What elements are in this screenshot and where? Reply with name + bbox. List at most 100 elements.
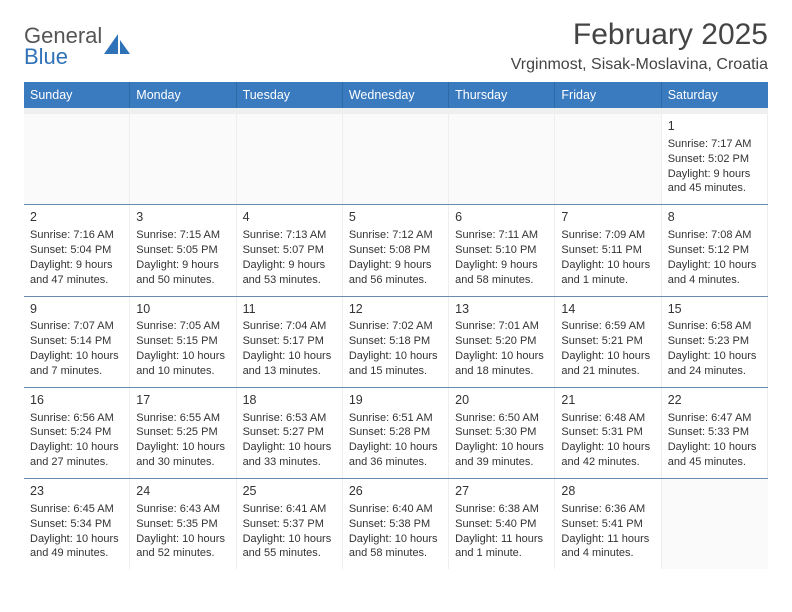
day-info-line: Daylight: 10 hours (561, 258, 654, 273)
day-info-line: and 50 minutes. (136, 273, 229, 288)
day-info-line: Sunset: 5:40 PM (455, 517, 548, 532)
day-info-line: and 1 minute. (561, 273, 654, 288)
day-info-line: and 36 minutes. (349, 455, 442, 470)
calendar-cell: 5Sunrise: 7:12 AMSunset: 5:08 PMDaylight… (343, 205, 449, 295)
day-info-line: Sunrise: 7:12 AM (349, 228, 442, 243)
day-info-line: and 45 minutes. (668, 181, 761, 196)
calendar-cell (662, 479, 768, 569)
day-info-line: Daylight: 10 hours (243, 349, 336, 364)
day-info-line: Daylight: 10 hours (349, 349, 442, 364)
calendar-cell: 28Sunrise: 6:36 AMSunset: 5:41 PMDayligh… (555, 479, 661, 569)
day-number: 11 (243, 301, 336, 318)
day-info-line: and 47 minutes. (30, 273, 123, 288)
day-info-line: Sunrise: 7:04 AM (243, 319, 336, 334)
day-number: 18 (243, 392, 336, 409)
day-info-line: Sunset: 5:17 PM (243, 334, 336, 349)
day-info-line: and 55 minutes. (243, 546, 336, 561)
day-info-line: and 45 minutes. (668, 455, 761, 470)
calendar-cell: 2Sunrise: 7:16 AMSunset: 5:04 PMDaylight… (24, 205, 130, 295)
day-info-line: Sunrise: 6:47 AM (668, 411, 761, 426)
day-info-line: and 4 minutes. (561, 546, 654, 561)
day-number: 21 (561, 392, 654, 409)
header: General Blue February 2025 Vrginmost, Si… (24, 18, 768, 74)
day-info-line: Daylight: 9 hours (243, 258, 336, 273)
day-number: 9 (30, 301, 123, 318)
calendar-cell: 25Sunrise: 6:41 AMSunset: 5:37 PMDayligh… (237, 479, 343, 569)
day-number: 14 (561, 301, 654, 318)
day-info-line: Daylight: 10 hours (455, 440, 548, 455)
day-info-line: Daylight: 10 hours (136, 440, 229, 455)
day-number: 16 (30, 392, 123, 409)
day-info-line: and 58 minutes. (349, 546, 442, 561)
day-info-line: Sunrise: 7:09 AM (561, 228, 654, 243)
day-number: 7 (561, 209, 654, 226)
calendar-cell: 24Sunrise: 6:43 AMSunset: 5:35 PMDayligh… (130, 479, 236, 569)
logo-sail-icon (104, 32, 130, 61)
dayheader-fri: Friday (555, 82, 661, 108)
calendar-cell: 10Sunrise: 7:05 AMSunset: 5:15 PMDayligh… (130, 297, 236, 387)
day-number: 27 (455, 483, 548, 500)
day-info-line: Daylight: 10 hours (30, 440, 123, 455)
day-info-line: Sunset: 5:35 PM (136, 517, 229, 532)
calendar-cell: 17Sunrise: 6:55 AMSunset: 5:25 PMDayligh… (130, 388, 236, 478)
day-number: 3 (136, 209, 229, 226)
day-number: 6 (455, 209, 548, 226)
day-info-line: Daylight: 10 hours (561, 349, 654, 364)
day-number: 8 (668, 209, 761, 226)
day-number: 23 (30, 483, 123, 500)
calendar-cell (24, 114, 130, 204)
calendar-cell (555, 114, 661, 204)
day-info-line: Sunset: 5:18 PM (349, 334, 442, 349)
day-info-line: Sunrise: 6:43 AM (136, 502, 229, 517)
day-info-line: and 13 minutes. (243, 364, 336, 379)
day-info-line: and 18 minutes. (455, 364, 548, 379)
day-info-line: Sunset: 5:11 PM (561, 243, 654, 258)
day-number: 2 (30, 209, 123, 226)
day-info-line: Daylight: 10 hours (136, 532, 229, 547)
day-info-line: and 10 minutes. (136, 364, 229, 379)
day-number: 25 (243, 483, 336, 500)
day-info-line: Sunset: 5:14 PM (30, 334, 123, 349)
day-info-line: Sunset: 5:28 PM (349, 425, 442, 440)
day-number: 22 (668, 392, 761, 409)
calendar-cell: 1Sunrise: 7:17 AMSunset: 5:02 PMDaylight… (662, 114, 768, 204)
day-number: 13 (455, 301, 548, 318)
day-info-line: Sunset: 5:38 PM (349, 517, 442, 532)
calendar-cell: 3Sunrise: 7:15 AMSunset: 5:05 PMDaylight… (130, 205, 236, 295)
calendar-cell (130, 114, 236, 204)
day-info-line: Sunset: 5:41 PM (561, 517, 654, 532)
location: Vrginmost, Sisak-Moslavina, Croatia (511, 56, 768, 74)
day-info-line: Sunrise: 7:07 AM (30, 319, 123, 334)
day-info-line: Sunrise: 7:01 AM (455, 319, 548, 334)
day-info-line: Daylight: 10 hours (349, 532, 442, 547)
day-info-line: and 49 minutes. (30, 546, 123, 561)
calendar-cell: 21Sunrise: 6:48 AMSunset: 5:31 PMDayligh… (555, 388, 661, 478)
day-info-line: Sunset: 5:30 PM (455, 425, 548, 440)
calendar-cell: 15Sunrise: 6:58 AMSunset: 5:23 PMDayligh… (662, 297, 768, 387)
calendar-cell: 18Sunrise: 6:53 AMSunset: 5:27 PMDayligh… (237, 388, 343, 478)
day-number: 15 (668, 301, 761, 318)
calendar-cell: 19Sunrise: 6:51 AMSunset: 5:28 PMDayligh… (343, 388, 449, 478)
day-info-line: and 27 minutes. (30, 455, 123, 470)
day-info-line: Sunset: 5:34 PM (30, 517, 123, 532)
day-info-line: and 52 minutes. (136, 546, 229, 561)
day-info-line: Sunrise: 6:48 AM (561, 411, 654, 426)
day-info-line: Sunrise: 6:40 AM (349, 502, 442, 517)
day-info-line: Sunset: 5:12 PM (668, 243, 761, 258)
day-info-line: Daylight: 10 hours (561, 440, 654, 455)
day-info-line: Daylight: 11 hours (455, 532, 548, 547)
day-number: 26 (349, 483, 442, 500)
calendar-cell: 23Sunrise: 6:45 AMSunset: 5:34 PMDayligh… (24, 479, 130, 569)
day-info-line: and 24 minutes. (668, 364, 761, 379)
logo-text: General Blue (24, 26, 102, 68)
dayheader-mon: Monday (130, 82, 236, 108)
day-info-line: Sunrise: 6:55 AM (136, 411, 229, 426)
calendar-cell: 13Sunrise: 7:01 AMSunset: 5:20 PMDayligh… (449, 297, 555, 387)
day-info-line: Sunset: 5:27 PM (243, 425, 336, 440)
day-info-line: Sunrise: 6:53 AM (243, 411, 336, 426)
calendar-cell: 14Sunrise: 6:59 AMSunset: 5:21 PMDayligh… (555, 297, 661, 387)
day-number: 28 (561, 483, 654, 500)
day-info-line: and 21 minutes. (561, 364, 654, 379)
day-info-line: Sunrise: 7:17 AM (668, 137, 761, 152)
day-info-line: Sunset: 5:08 PM (349, 243, 442, 258)
